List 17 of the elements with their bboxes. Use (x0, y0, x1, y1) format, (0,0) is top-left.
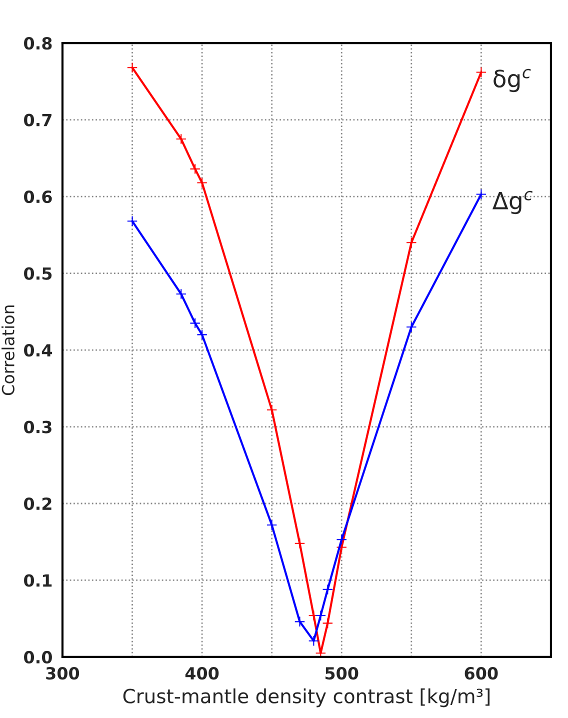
x-tick-label: 500 (326, 666, 358, 680)
y-tick-label: 0.0 (24, 650, 52, 664)
y-tick-label: 0.1 (24, 574, 52, 587)
y-tick-label: 0.7 (24, 114, 52, 126)
series-label: Δg$^{c}$ (492, 190, 533, 214)
x-tick-label: 400 (185, 666, 219, 680)
x-axis-title: Crust-mantle density contrast [kg/m³] (123, 688, 490, 708)
x-tick-label: 600 (464, 666, 498, 680)
x-tick-label: 300 (46, 666, 80, 680)
y-tick-label: 0.8 (24, 37, 52, 50)
y-tick-label: 0.6 (24, 190, 52, 204)
y-tick-label: 0.3 (24, 420, 52, 434)
y-tick-label: 0.4 (24, 344, 52, 357)
y-tick-label: 0.5 (24, 267, 52, 280)
y-axis-title: Correlation (2, 305, 14, 396)
y-tick-label: 0.2 (24, 497, 52, 510)
series-label: δg$^{c}$ (494, 68, 531, 92)
